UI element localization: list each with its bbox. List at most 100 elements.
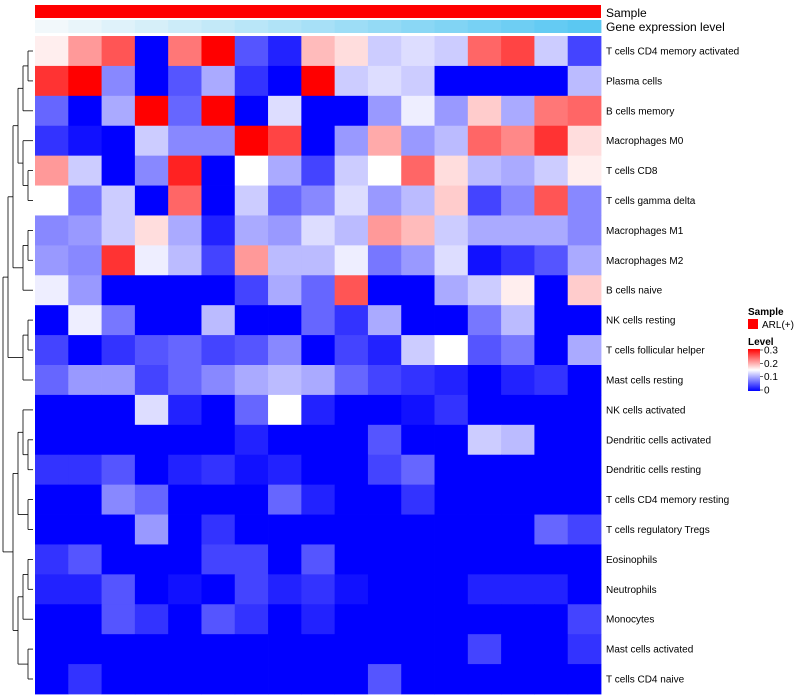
legend-tick-label: 0 bbox=[764, 386, 770, 397]
gene-expression-annotation-cell bbox=[35, 20, 69, 33]
heatmap-cell bbox=[301, 36, 336, 67]
heatmap-cell bbox=[534, 424, 569, 456]
heatmap-cell bbox=[35, 365, 69, 396]
heatmap-cell bbox=[401, 65, 435, 97]
heatmap-cell bbox=[134, 95, 169, 127]
heatmap-cell bbox=[168, 394, 202, 426]
heatmap-cell bbox=[367, 394, 402, 426]
heatmap-cell bbox=[501, 574, 535, 605]
heatmap-cell bbox=[134, 484, 169, 515]
heatmap-cell bbox=[234, 215, 269, 246]
heatmap-cell bbox=[567, 95, 602, 127]
heatmap-cell bbox=[68, 36, 102, 67]
heatmap-cell bbox=[401, 125, 435, 157]
heatmap-cell bbox=[401, 185, 435, 216]
heatmap-cell bbox=[168, 155, 202, 186]
heatmap-cell bbox=[35, 664, 69, 695]
heatmap-cell bbox=[35, 604, 69, 635]
heatmap-cell bbox=[168, 275, 202, 306]
heatmap-cell bbox=[334, 125, 369, 157]
gene-expression-annotation-track bbox=[35, 20, 602, 33]
heatmap-cell bbox=[68, 484, 102, 515]
heatmap-cell bbox=[401, 604, 435, 635]
heatmap-cell bbox=[567, 65, 602, 97]
heatmap-cell bbox=[68, 305, 102, 336]
heatmap-cell bbox=[35, 125, 69, 157]
heatmap-cell bbox=[301, 574, 336, 605]
heatmap-cell bbox=[234, 155, 269, 186]
legend-level-title: Level bbox=[748, 337, 774, 348]
heatmap-cell bbox=[534, 335, 569, 366]
heatmap-cell bbox=[567, 544, 602, 575]
heatmap-cell bbox=[401, 454, 435, 486]
heatmap-cell bbox=[367, 335, 402, 366]
row-labels: T cells CD4 memory activated Plasma cells… bbox=[606, 46, 739, 685]
heatmap-cell bbox=[201, 185, 236, 216]
heatmap-cell bbox=[467, 215, 502, 246]
heatmap-cell bbox=[534, 634, 569, 665]
heatmap-cell bbox=[501, 275, 535, 306]
heatmap-cell bbox=[501, 36, 535, 67]
heatmap-cell bbox=[268, 275, 302, 306]
heatmap-cell bbox=[168, 454, 202, 486]
heatmap-cell bbox=[301, 245, 336, 276]
heatmap-cell bbox=[567, 574, 602, 605]
heatmap-cell bbox=[101, 454, 136, 486]
heatmap-cell bbox=[201, 394, 236, 426]
heatmap-cell bbox=[168, 185, 202, 216]
heatmap-cell bbox=[134, 394, 169, 426]
heatmap-cell bbox=[268, 454, 302, 486]
heatmap-cell bbox=[367, 484, 402, 515]
heatmap-cell bbox=[334, 155, 369, 186]
heatmap-cell bbox=[234, 275, 269, 306]
heatmap-cell bbox=[534, 65, 569, 97]
heatmap-cell bbox=[301, 634, 336, 665]
heatmap-cell bbox=[101, 514, 136, 545]
heatmap-cell bbox=[134, 634, 169, 665]
heatmap-cell bbox=[434, 424, 469, 456]
heatmap-cell bbox=[134, 215, 169, 246]
heatmap-cell bbox=[434, 275, 469, 306]
heatmap-cell bbox=[134, 454, 169, 486]
heatmap-cell bbox=[334, 664, 369, 695]
heatmap-cell bbox=[367, 544, 402, 575]
heatmap-cell bbox=[501, 335, 535, 366]
row-label: Plasma cells bbox=[606, 76, 662, 87]
heatmap-cell bbox=[301, 65, 336, 97]
heatmap-cell bbox=[367, 514, 402, 545]
heatmap-cell bbox=[434, 544, 469, 575]
heatmap-cell bbox=[268, 394, 302, 426]
heatmap-cell bbox=[268, 574, 302, 605]
heatmap-cell bbox=[401, 245, 435, 276]
gene-expression-annotation-cell bbox=[101, 20, 136, 33]
heatmap-cell bbox=[467, 95, 502, 127]
heatmap-cell bbox=[301, 424, 336, 456]
heatmap-cell bbox=[434, 484, 469, 515]
heatmap-cell bbox=[35, 634, 69, 665]
heatmap-cell bbox=[101, 65, 136, 97]
heatmap-cell bbox=[134, 245, 169, 276]
heatmap-cell bbox=[501, 185, 535, 216]
heatmap-cell bbox=[334, 335, 369, 366]
legend-sample-swatch bbox=[748, 319, 758, 329]
legend-level-colorbar bbox=[748, 349, 760, 391]
heatmap-cell bbox=[467, 275, 502, 306]
row-label: T cells regulatory Tregs bbox=[606, 525, 710, 536]
heatmap-cell bbox=[68, 394, 102, 426]
heatmap-cell bbox=[168, 604, 202, 635]
heatmap-cell bbox=[134, 185, 169, 216]
heatmap-cell bbox=[367, 664, 402, 695]
sample-annotation-bar bbox=[35, 5, 601, 18]
heatmap-cell bbox=[134, 365, 169, 396]
heatmap-cell bbox=[334, 424, 369, 456]
heatmap-cell bbox=[234, 634, 269, 665]
heatmap-cell bbox=[567, 275, 602, 306]
heatmap-cell bbox=[534, 365, 569, 396]
row-label: Mast cells resting bbox=[606, 375, 683, 386]
heatmap-cell bbox=[501, 634, 535, 665]
heatmap-cell bbox=[467, 454, 502, 486]
heatmap-cell bbox=[401, 215, 435, 246]
heatmap-cell bbox=[68, 335, 102, 366]
heatmap-cell bbox=[534, 275, 569, 306]
